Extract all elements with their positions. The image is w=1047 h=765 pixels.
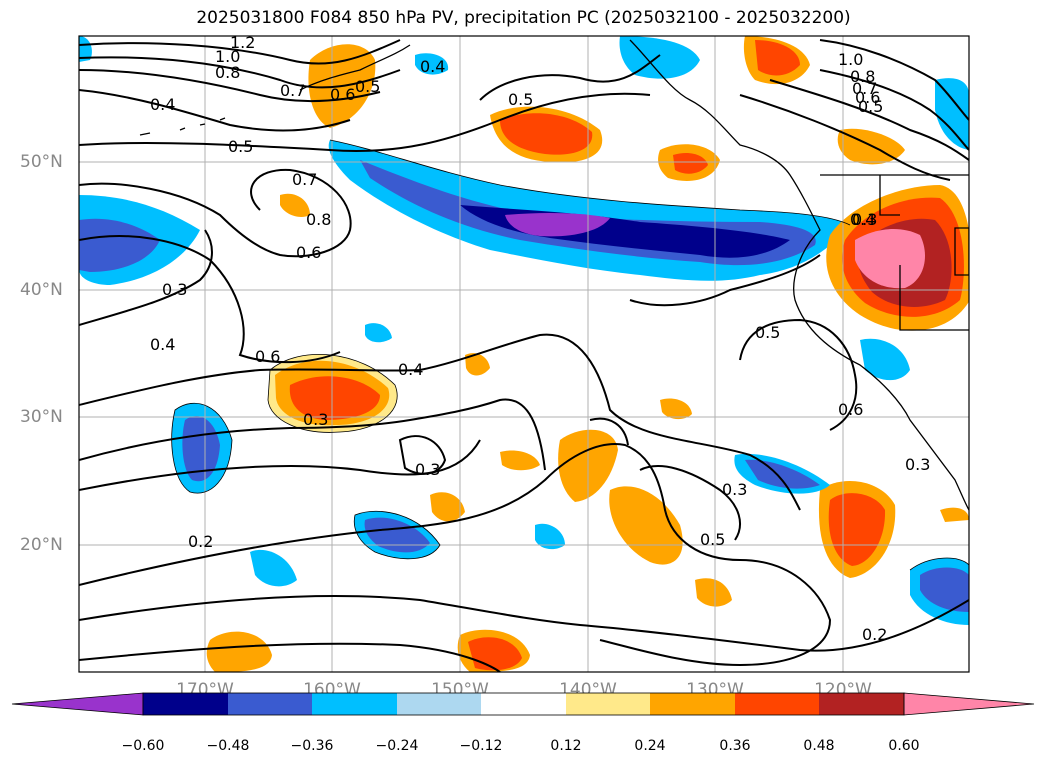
contour-label: 0.5 [355,77,380,96]
contour-label: 0.4 [850,210,875,229]
contour-label: 0.3 [303,410,328,429]
contour-label: 0.2 [862,625,887,644]
contour-label: 0.5 [700,530,725,549]
map-title: 2025031800 F084 850 hPa PV, precipitatio… [196,8,851,28]
contour-label: 0.6 [855,88,880,107]
contour-label: 0.6 [838,400,863,419]
colorbar-tick: −0.48 [206,738,250,754]
contour-label: 0.3 [162,280,187,299]
feature-outlines [171,139,969,571]
colorbar-swatch [819,693,904,715]
contour-label: 0.4 [150,335,175,354]
colorbar-swatch [397,693,481,715]
contour-label: 0.5 [508,90,533,109]
contour-label: 0.4 [398,360,423,379]
contour-label: 0.3 [415,460,440,479]
colorbar-swatch [566,693,650,715]
contour-label: 0.3 [852,210,877,229]
colorbar-extend-max [903,692,1035,716]
colorbar-swatch [481,693,566,715]
colorbar-extend-min [11,692,144,716]
contour-label: 0.8 [850,67,875,86]
contour-label: 0.4 [150,95,175,114]
colorbar-tick: −0.24 [375,738,419,754]
colorbar-tick: 0.24 [634,738,666,754]
pv-contours [79,39,969,672]
contour-label: 0.2 [188,532,213,551]
contour-label: 0.5 [858,97,883,116]
colorbar-tick: −0.36 [290,738,334,754]
colorbar-tick: 0.60 [888,738,920,754]
contour-label: 0.5 [755,323,780,342]
contour-labels: 1.2 1.0 0.8 0.7 0.6 0.5 0.4 0.4 0.5 1.0 … [150,33,930,644]
contour-label: 0.3 [722,480,747,499]
contour-label: 1.0 [215,47,240,66]
map-border [78,35,970,673]
contour-label: 0.7 [280,81,305,100]
contour-label: 0.4 [420,57,445,76]
colorbar-tick: 0.48 [803,738,835,754]
lat-label-40n: 40°N [20,280,63,300]
colorbar-tick: −0.60 [121,738,165,754]
lat-label-20n: 20°N [20,535,63,555]
contour-label: 0.7 [852,79,877,98]
contour-label: 0.8 [306,210,331,229]
colorbar-swatch [228,693,312,715]
contour-label: 0.6 [255,347,280,366]
contour-label: 0.7 [292,170,317,189]
lat-label-50n: 50°N [20,152,63,172]
colorbar-tick: 0.36 [719,738,751,754]
contour-label: 0.3 [905,455,930,474]
colorbar-swatch [735,693,819,715]
colorbar-tick: −0.12 [459,738,503,754]
graticule [79,36,969,672]
contour-label: 1.0 [838,50,863,69]
contour-label: 0.5 [228,137,253,156]
contour-label: 0.8 [215,63,240,82]
colorbar [11,692,1035,716]
contour-label: 0.6 [330,85,355,104]
colorbar-swatch [312,693,397,715]
contour-label: 0.6 [296,243,321,262]
colorbar-tick: 0.12 [550,738,582,754]
contour-label: 1.2 [230,33,255,52]
lat-label-30n: 30°N [20,407,63,427]
colorbar-swatch [650,693,735,715]
colorbar-swatch [143,693,228,715]
